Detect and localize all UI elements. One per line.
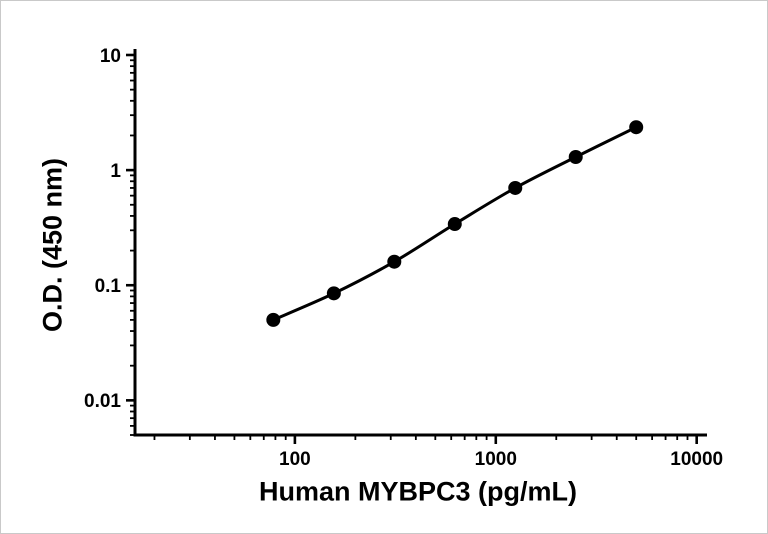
data-point [266, 312, 281, 327]
y-tick-label: 0.01 [84, 391, 121, 412]
y-axis-label: O.D. (450 nm) [37, 157, 68, 333]
data-point [568, 149, 583, 164]
x-axis-label: Human MYBPC3 (pg/mL) [258, 476, 578, 507]
data-point [629, 120, 644, 135]
x-tick-label: 100 [279, 449, 311, 470]
x-tick-label: 1000 [475, 449, 517, 470]
data-point [387, 254, 402, 269]
y-tick-label: 1 [110, 161, 121, 182]
data-point [447, 217, 462, 232]
x-tick-label: 10000 [670, 449, 723, 470]
data-point [326, 286, 341, 301]
y-tick-label: 10 [100, 46, 121, 67]
y-tick-label: 0.1 [95, 276, 122, 297]
data-point [508, 180, 523, 195]
